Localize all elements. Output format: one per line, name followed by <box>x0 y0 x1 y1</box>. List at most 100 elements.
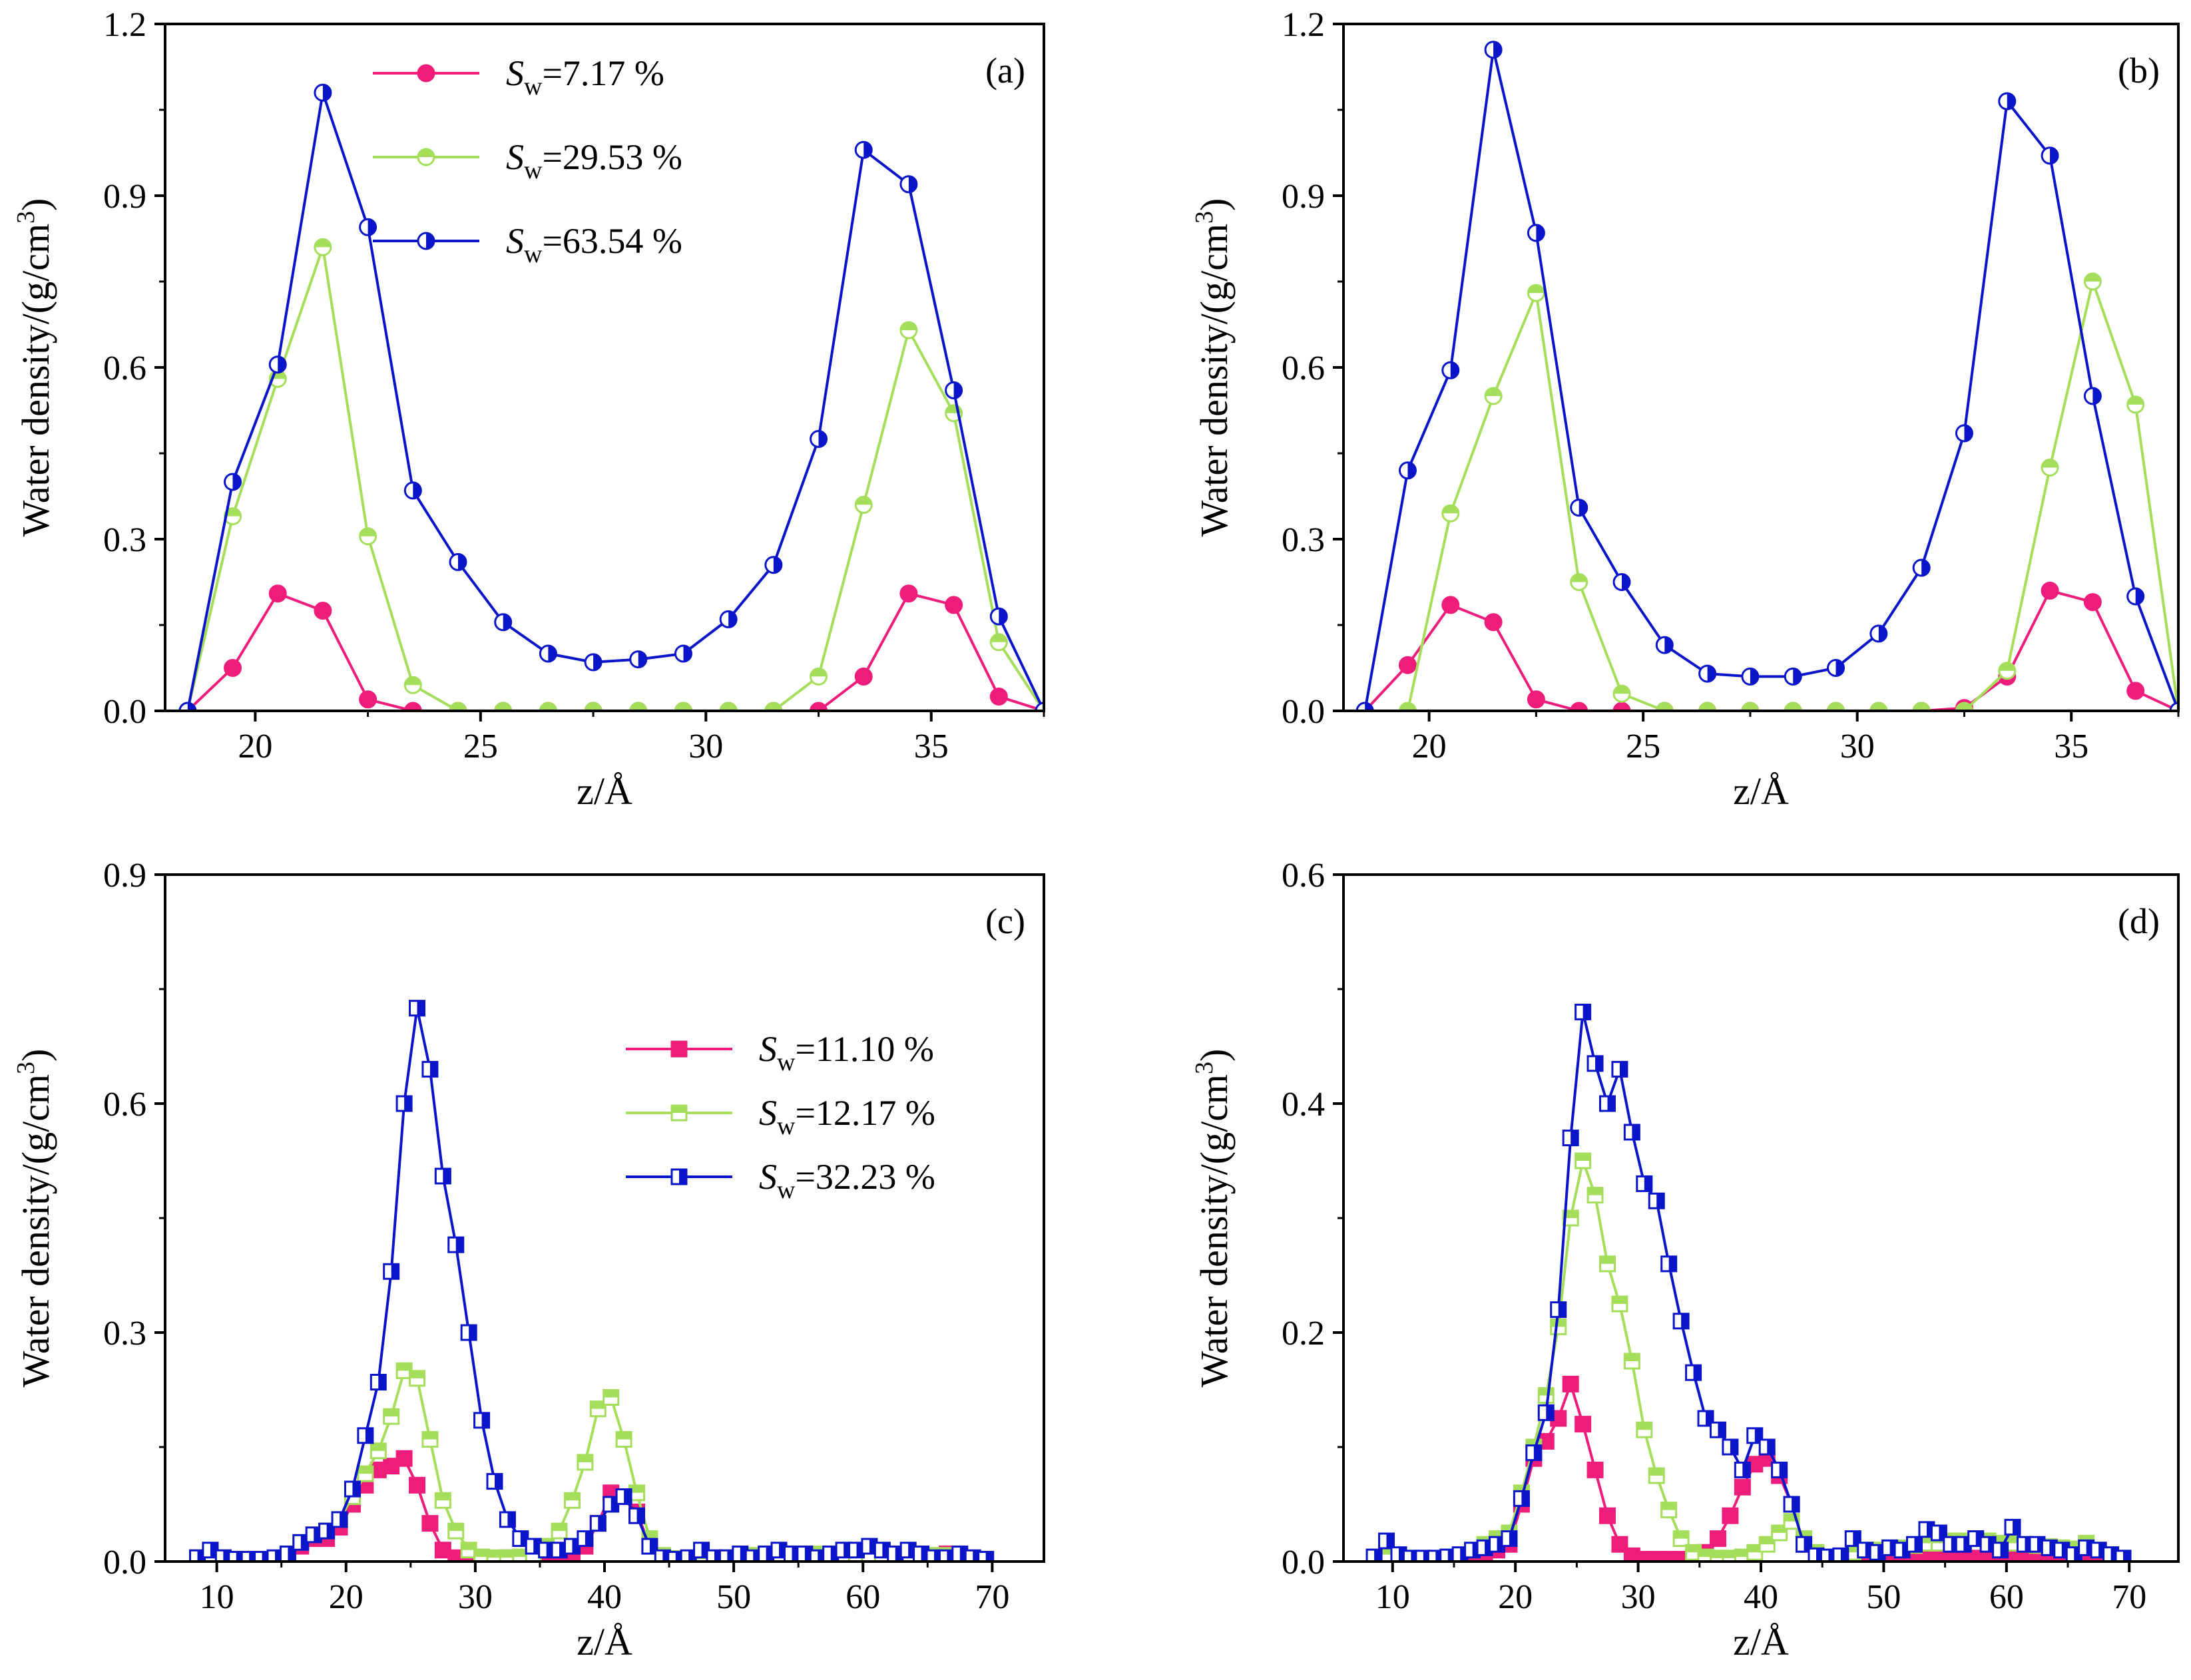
data-point <box>577 1530 594 1548</box>
data-point <box>1550 1318 1567 1335</box>
y-axis-label: Water density/(g/cm3) <box>12 198 57 537</box>
data-point <box>1893 1542 1911 1559</box>
data-point <box>1869 702 1888 711</box>
data-point <box>1827 659 1845 677</box>
data-point <box>359 690 377 709</box>
data-point <box>434 1542 451 1559</box>
series-sw-32-23- <box>1365 1003 2132 1562</box>
legend-label: Sw=29.53 % <box>506 137 682 184</box>
data-point <box>584 653 603 672</box>
data-point <box>1623 1353 1640 1370</box>
data-point <box>770 1542 788 1559</box>
data-point <box>447 1236 465 1253</box>
data-point <box>434 1492 451 1509</box>
data-point <box>359 527 377 546</box>
data-point <box>1827 702 1845 711</box>
data-point <box>1796 1536 1813 1553</box>
data-point <box>1527 224 1545 242</box>
data-point <box>1746 1427 1764 1444</box>
data-point <box>1771 1524 1788 1542</box>
data-point <box>861 1538 878 1555</box>
data-point <box>563 1492 581 1509</box>
series-sw-7-17- <box>1355 581 2178 711</box>
panel-c: 10 20 30 40 50 60 70 0.0 0.3 0.6 0.9 z/Å Water densi… <box>12 857 1045 1663</box>
data-point <box>1648 1192 1665 1209</box>
data-point <box>854 667 873 686</box>
data-point <box>1586 1055 1604 1072</box>
legend-label: Sw=63.54 % <box>506 221 682 268</box>
data-point <box>1612 702 1631 711</box>
data-point <box>1741 702 1760 711</box>
x-tick-label: 20 <box>1498 1578 1533 1616</box>
data-point <box>1636 1421 1653 1438</box>
data-point <box>1537 1404 1555 1421</box>
data-point <box>494 613 513 632</box>
data-point <box>977 1551 995 1562</box>
data-point <box>447 1522 465 1540</box>
x-tick-label: 40 <box>1744 1578 1778 1616</box>
legend-item: Sw=32.23 % <box>626 1157 935 1204</box>
y-tick-label: 0.9 <box>1282 178 1325 216</box>
data-point <box>224 473 242 491</box>
legend-marker <box>670 1040 688 1058</box>
data-point <box>421 1431 439 1448</box>
data-point <box>1598 1507 1616 1524</box>
panel-b: 20 25 30 35 0.0 0.3 0.6 0.9 1.2 z/Å Water density/… <box>1190 6 2180 813</box>
data-point <box>1998 92 2017 110</box>
legend: Sw=7.17 % Sw=29.53 % Sw=63.54 % <box>373 53 682 268</box>
data-point <box>945 596 963 614</box>
series-sw-63-54- <box>178 83 1044 711</box>
axes-frame <box>164 873 1045 1563</box>
data-point <box>1832 1547 1849 1562</box>
data-point <box>421 1515 439 1532</box>
x-axis-label: z/Å <box>1733 1620 1789 1663</box>
x-tick-label: 60 <box>1989 1578 2024 1616</box>
data-point <box>1992 1542 2009 1559</box>
data-point <box>1784 667 1802 686</box>
data-point <box>1918 1521 1935 1538</box>
data-point <box>1484 41 1503 59</box>
series-sw-29-53- <box>178 238 1044 711</box>
data-point <box>854 495 873 514</box>
data-point <box>989 633 1008 652</box>
data-point <box>629 650 648 669</box>
data-point <box>674 644 692 663</box>
y-tick-label: 0.0 <box>1282 1544 1325 1581</box>
data-point <box>1441 596 1460 614</box>
y-tick-label: 1.2 <box>103 6 146 44</box>
data-point <box>810 430 828 448</box>
data-point <box>395 1450 413 1467</box>
legend-label: Sw=7.17 % <box>506 53 664 101</box>
data-point <box>1441 504 1460 523</box>
series-line <box>1373 1155 2124 1561</box>
data-point <box>899 175 918 194</box>
data-point <box>383 1408 400 1425</box>
data-point <box>1672 1551 1690 1562</box>
data-point <box>357 1465 374 1482</box>
panel-tag: (c) <box>985 901 1025 941</box>
x-tick-label: 20 <box>329 1578 364 1616</box>
data-point <box>434 1167 451 1185</box>
data-point <box>719 610 738 628</box>
series-line <box>186 246 1044 711</box>
data-point <box>1912 558 1931 577</box>
data-point <box>1612 573 1631 591</box>
data-point <box>589 1400 607 1418</box>
data-point <box>1648 1551 1665 1562</box>
x-tick-label: 30 <box>1621 1578 1656 1616</box>
data-point <box>403 676 422 694</box>
data-point <box>1709 1530 1726 1548</box>
series-sw-63-54- <box>1355 41 2178 711</box>
y-tick-label: 0.6 <box>103 349 146 387</box>
data-point <box>810 702 828 711</box>
series-line <box>1363 49 2178 711</box>
data-point <box>1484 613 1503 632</box>
data-point <box>1672 1530 1690 1548</box>
data-point <box>1612 684 1631 703</box>
data-point <box>2083 387 2102 405</box>
x-tick-label: 30 <box>1840 728 1875 765</box>
data-point <box>314 238 332 256</box>
x-tick-label: 10 <box>200 1578 234 1616</box>
x-tick-label: 30 <box>688 728 723 765</box>
data-point <box>1365 1548 1383 1562</box>
